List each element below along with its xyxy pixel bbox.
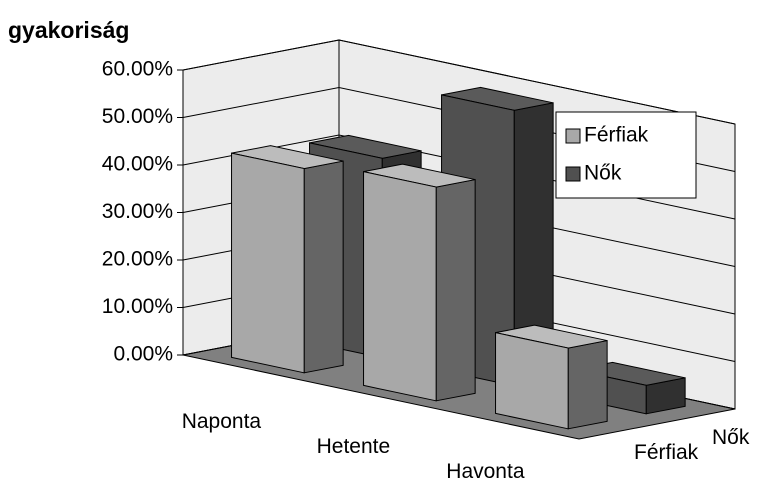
legend-box: [555, 111, 697, 199]
bar: [363, 171, 437, 402]
x-tick-label: Havonta: [446, 460, 525, 483]
bar: [495, 332, 569, 430]
bar: [231, 152, 305, 374]
y-tick-label: 60.00%: [102, 58, 173, 81]
z-tick-label: Nők: [712, 426, 750, 449]
x-tick-label: Hetente: [317, 435, 391, 458]
legend-label: Férfiak: [584, 124, 649, 147]
y-tick-label: 50.00%: [102, 105, 173, 128]
y-tick-label: 30.00%: [102, 200, 173, 223]
y-tick-label: 20.00%: [102, 248, 173, 271]
y-tick-label: 0.00%: [113, 343, 173, 366]
y-tick-label: 10.00%: [102, 295, 173, 318]
legend-swatch: [565, 166, 581, 182]
grid-line: [182, 39, 736, 125]
legend-label: Nők: [584, 162, 622, 185]
bar-side: [435, 178, 476, 402]
bar-side: [567, 339, 608, 430]
z-tick-label: Férfiak: [634, 441, 699, 464]
y-tick-label: 40.00%: [102, 153, 173, 176]
x-tick-label: Naponta: [182, 410, 262, 433]
chart-title: gyakoriság: [8, 17, 129, 43]
bar-side: [303, 160, 344, 374]
legend-swatch: [565, 128, 581, 144]
